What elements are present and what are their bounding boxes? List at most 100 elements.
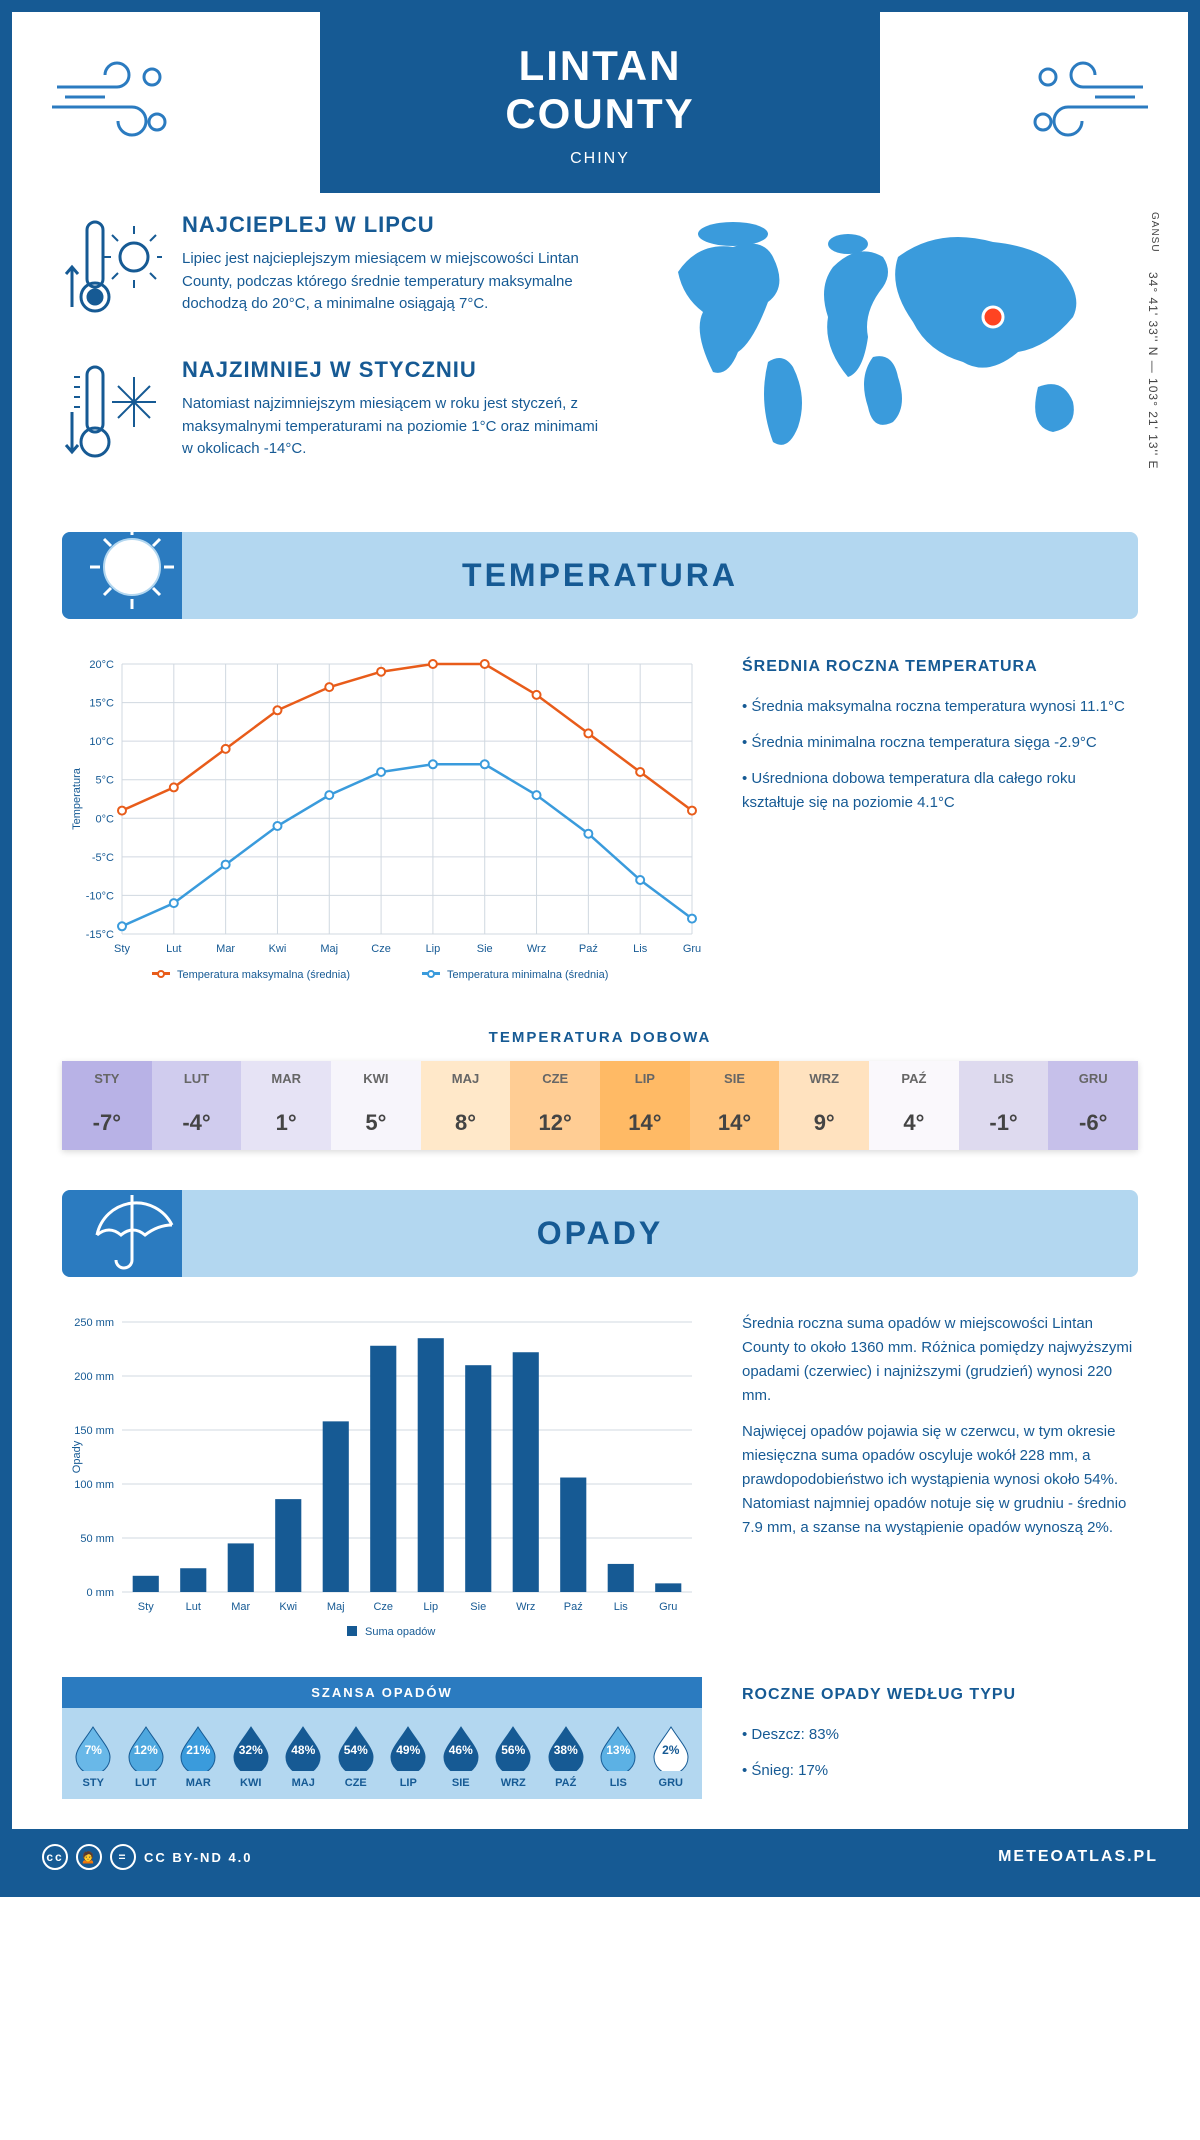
svg-text:5°C: 5°C (96, 775, 115, 787)
rain-chance-cell: 7% STY (67, 1723, 120, 1789)
svg-text:Cze: Cze (373, 1601, 393, 1613)
rain-chance-cell: 21% MAR (172, 1723, 225, 1789)
daily-temp-title: TEMPERATURA DOBOWA (12, 1029, 1188, 1046)
rain-chance-cell: 32% KWI (225, 1723, 278, 1789)
rain-chart-row: 0 mm50 mm100 mm150 mm200 mm250 mmStyLutM… (12, 1277, 1188, 1662)
rain-bottom-row: SZANSA OPADÓW 7% STY 12% LUT 21% MAR 32%… (12, 1662, 1188, 1829)
svg-text:Lip: Lip (423, 1601, 438, 1613)
rain-type-l2: • Śnieg: 17% (742, 1759, 1138, 1783)
rain-chance-table: SZANSA OPADÓW 7% STY 12% LUT 21% MAR 32%… (62, 1677, 702, 1799)
daily-cell: CZE 12° (510, 1061, 600, 1150)
svg-text:15°C: 15°C (89, 698, 114, 710)
svg-text:50 mm: 50 mm (80, 1533, 114, 1545)
daily-cell: PAŹ 4° (869, 1061, 959, 1150)
wind-icon-right (1013, 47, 1153, 152)
rain-p2: Najwięcej opadów pojawia się w czerwcu, … (742, 1420, 1138, 1540)
rain-chance-cell: 12% LUT (120, 1723, 173, 1789)
site-name: METEOATLAS.PL (998, 1848, 1158, 1866)
rain-type-l1: • Deszcz: 83% (742, 1723, 1138, 1747)
svg-text:Paź: Paź (579, 943, 598, 955)
rain-chance-title: SZANSA OPADÓW (62, 1677, 702, 1708)
daily-cell: GRU -6° (1048, 1061, 1138, 1150)
temperature-banner: TEMPERATURA (62, 532, 1138, 619)
svg-text:10°C: 10°C (89, 736, 114, 748)
svg-text:150 mm: 150 mm (74, 1425, 114, 1437)
svg-text:Temperatura: Temperatura (71, 767, 83, 830)
temperature-side-text: ŚREDNIA ROCZNA TEMPERATURA • Średnia mak… (742, 654, 1138, 827)
svg-text:0°C: 0°C (96, 813, 115, 825)
header: LINTAN COUNTY CHINY (12, 12, 1188, 192)
daily-cell: MAR 1° (241, 1061, 331, 1150)
rain-chance-cell: 13% LIS (592, 1723, 645, 1789)
svg-text:Mar: Mar (216, 943, 235, 955)
svg-text:Temperatura maksymalna (średni: Temperatura maksymalna (średnia) (177, 969, 350, 981)
avg-temp-title: ŚREDNIA ROCZNA TEMPERATURA (742, 654, 1138, 680)
svg-text:200 mm: 200 mm (74, 1371, 114, 1383)
svg-text:Wrz: Wrz (527, 943, 546, 955)
coordinates: 34° 41' 33'' N — 103° 21' 13'' E (1146, 272, 1160, 469)
rain-title: OPADY (537, 1215, 663, 1251)
warmest-block: NAJCIEPLEJ W LIPCU Lipiec jest najcieple… (62, 212, 608, 327)
svg-text:Lut: Lut (186, 1601, 201, 1613)
avg-temp-p3: • Uśredniona dobowa temperatura dla całe… (742, 767, 1138, 815)
svg-text:Suma opadów: Suma opadów (365, 1626, 435, 1638)
warmest-title: NAJCIEPLEJ W LIPCU (182, 212, 608, 238)
svg-text:Sie: Sie (477, 943, 493, 955)
rain-chance-cell: 2% GRU (645, 1723, 698, 1789)
intro-section: NAJCIEPLEJ W LIPCU Lipiec jest najcieple… (12, 192, 1188, 532)
svg-text:Maj: Maj (320, 943, 338, 955)
svg-text:Cze: Cze (371, 943, 391, 955)
svg-text:Gru: Gru (683, 943, 701, 955)
wind-icon-left (47, 47, 187, 152)
svg-text:Kwi: Kwi (279, 1601, 297, 1613)
svg-text:-5°C: -5°C (92, 852, 114, 864)
umbrella-icon (72, 1175, 182, 1283)
rain-p1: Średnia roczna suma opadów w miejscowośc… (742, 1312, 1138, 1408)
daily-cell: STY -7° (62, 1061, 152, 1150)
region-label: GANSU (1149, 212, 1160, 253)
avg-temp-p1: • Średnia maksymalna roczna temperatura … (742, 695, 1138, 719)
coldest-title: NAJZIMNIEJ W STYCZNIU (182, 357, 608, 383)
coldest-block: NAJZIMNIEJ W STYCZNIU Natomiast najzimni… (62, 357, 608, 472)
daily-temp-table: STY -7° LUT -4° MAR 1° KWI 5° MAJ 8° CZE… (62, 1061, 1138, 1150)
thermometer-cold-icon (62, 357, 162, 472)
temperature-chart-row: -15°C-10°C-5°C0°C5°C10°C15°C20°CStyLutMa… (12, 619, 1188, 1029)
daily-cell: LIS -1° (959, 1061, 1049, 1150)
footer: cc 🙍 = CC BY-ND 4.0 METEOATLAS.PL (12, 1829, 1188, 1885)
svg-text:Paź: Paź (564, 1601, 583, 1613)
rain-side-text: Średnia roczna suma opadów w miejscowośc… (742, 1312, 1138, 1552)
thermometer-hot-icon (62, 212, 162, 327)
warmest-body: Lipiec jest najcieplejszym miesiącem w m… (182, 248, 608, 316)
svg-text:100 mm: 100 mm (74, 1479, 114, 1491)
daily-cell: SIE 14° (690, 1061, 780, 1150)
intro-text: NAJCIEPLEJ W LIPCU Lipiec jest najcieple… (62, 212, 608, 502)
daily-cell: MAJ 8° (421, 1061, 511, 1150)
rain-chance-cell: 48% MAJ (277, 1723, 330, 1789)
svg-text:20°C: 20°C (89, 659, 114, 671)
svg-text:Kwi: Kwi (269, 943, 287, 955)
cc-label: CC BY-ND 4.0 (144, 1850, 253, 1865)
svg-text:Sie: Sie (470, 1601, 486, 1613)
svg-text:Sty: Sty (114, 943, 130, 955)
nd-icon: = (110, 1844, 136, 1870)
svg-text:Opady: Opady (71, 1440, 83, 1473)
rain-chance-cell: 38% PAŹ (540, 1723, 593, 1789)
rain-chance-cell: 56% WRZ (487, 1723, 540, 1789)
cc-icon: cc (42, 1844, 68, 1870)
svg-text:Maj: Maj (327, 1601, 345, 1613)
rain-type-title: ROCZNE OPADY WEDŁUG TYPU (742, 1682, 1138, 1708)
by-icon: 🙍 (76, 1844, 102, 1870)
svg-text:-10°C: -10°C (86, 890, 114, 902)
svg-text:Gru: Gru (659, 1601, 677, 1613)
daily-cell: LUT -4° (152, 1061, 242, 1150)
avg-temp-p2: • Średnia minimalna roczna temperatura s… (742, 731, 1138, 755)
page: LINTAN COUNTY CHINY NAJCIEPLEJ W LIPCU L… (0, 0, 1200, 1897)
svg-text:250 mm: 250 mm (74, 1317, 114, 1329)
daily-cell: LIP 14° (600, 1061, 690, 1150)
svg-text:0 mm: 0 mm (87, 1587, 115, 1599)
cc-license: cc 🙍 = CC BY-ND 4.0 (42, 1844, 253, 1870)
temperature-title: TEMPERATURA (462, 557, 738, 593)
sun-icon (82, 517, 182, 625)
rain-chance-cell: 46% SIE (435, 1723, 488, 1789)
page-subtitle: CHINY (420, 150, 780, 168)
